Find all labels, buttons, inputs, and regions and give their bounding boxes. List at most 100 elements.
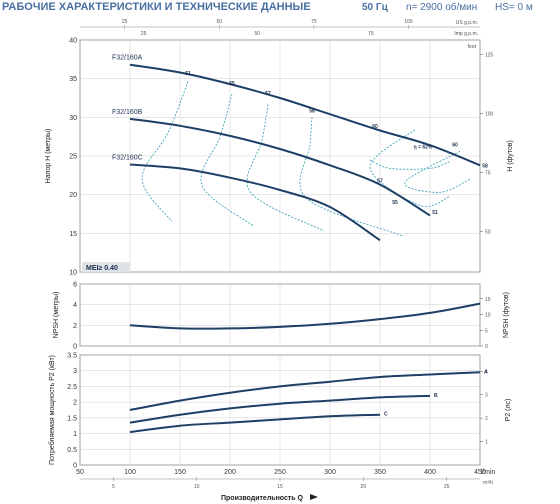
efficiency-curves <box>141 81 471 237</box>
imp-gpm-tick-label: 75 <box>368 31 374 37</box>
efficiency-contour-peak <box>369 159 451 170</box>
power-curve-A <box>129 371 481 411</box>
y-tick-label: 10 <box>69 270 77 277</box>
right-tick-label: 75 <box>485 171 491 177</box>
power-panel: 0 0.5 1 1.5 2 2.5 3 3.5 1 2 3 4 A B C Потребляемая м… <box>48 353 512 470</box>
hs-label: HS= 0 м <box>495 2 533 13</box>
x-tick-label: 350 <box>374 469 386 476</box>
y-tick-label: 3 <box>73 368 77 375</box>
head-y-label: Напор H (метры) <box>45 129 52 184</box>
right-tick-label: 125 <box>485 53 494 59</box>
right-tick-label: 50 <box>485 229 491 235</box>
npsh-y-ticks: 0 2 4 6 <box>73 282 77 351</box>
efficiency-label: 58 <box>309 109 315 115</box>
x-axis-title: Производительность Q <box>221 495 304 502</box>
npsh-right-label: NPSH (футов) <box>503 292 510 338</box>
efficiency-contour-left <box>299 116 403 237</box>
us-gpm-tick-label: 100 <box>404 19 413 25</box>
power-grid <box>79 354 481 466</box>
y-tick-label: 30 <box>69 115 77 122</box>
top-scales: 25 50 75 100 25 50 75 US g.p.m. Imp g.p.m. <box>80 19 480 37</box>
us-gpm-unit: US g.p.m. <box>456 20 478 26</box>
x-tick-label: 200 <box>224 469 236 476</box>
head-series-label: F32/160C <box>112 155 143 162</box>
y-tick-label: 1 <box>73 431 77 438</box>
imp-gpm-ticks: 25 50 75 <box>141 31 374 37</box>
bottom-lmin-ticks: 50 100 150 200 250 300 350 400 450 <box>76 469 486 476</box>
m3h-tick-label: 20 <box>361 484 367 490</box>
y-tick-label: 2 <box>73 323 77 330</box>
y-tick-label: 4 <box>73 302 77 309</box>
head-series-label: F32/160B <box>112 109 143 116</box>
power-series-label: B <box>434 393 438 399</box>
y-tick-label: 6 <box>73 282 77 289</box>
m3h-tick-label: 10 <box>194 484 200 490</box>
efficiency-label: 57 <box>377 178 383 184</box>
head-curves <box>129 63 481 242</box>
imp-gpm-tick-label: 50 <box>255 31 261 37</box>
frequency-label: 50 Гц <box>362 2 389 13</box>
npsh-right-ticks: 0 5 10 15 <box>480 297 491 350</box>
x-tick-label: 50 <box>76 469 84 476</box>
lmin-unit: l/min <box>481 469 496 476</box>
feet-unit: feet <box>468 44 477 50</box>
power-curves <box>129 371 481 433</box>
head-curve-2 <box>129 117 431 217</box>
head-curve-3 <box>129 163 381 242</box>
mei-badge <box>82 262 130 272</box>
efficiency-label: η = 62% <box>414 144 433 150</box>
head-right-label: H (футов) <box>507 140 514 172</box>
right-tick-label: 10 <box>485 313 491 319</box>
x-tick-label: 400 <box>424 469 436 476</box>
right-tick-label: 2 <box>485 416 488 422</box>
power-curve-B <box>129 394 431 424</box>
npsh-curve <box>129 302 481 330</box>
head-grid <box>79 39 481 273</box>
efficiency-contour-left <box>141 81 189 222</box>
power-y-ticks: 0 0.5 1 1.5 2 2.5 3 3.5 <box>67 353 77 470</box>
imp-gpm-unit: Imp g.p.m. <box>454 31 478 37</box>
head-panel: 10 15 20 25 30 35 40 50 75 100 125 feet 51 55 57 58 6… <box>45 38 514 277</box>
speed-label: n= 2900 об/мин <box>406 1 477 13</box>
right-tick-label: 100 <box>485 112 494 118</box>
m3h-tick-label: 5 <box>112 484 115 490</box>
x-tick-label: 150 <box>174 469 186 476</box>
power-right-label: P2 (лс) <box>505 399 512 422</box>
right-tick-label: 0 <box>485 344 488 350</box>
power-series-label: A <box>484 369 488 375</box>
npsh-panel: 0 2 4 6 0 5 10 15 NPSH (метры) NPSH (футов) <box>53 282 510 351</box>
power-curve-C <box>129 413 381 433</box>
right-tick-label: 4 <box>485 369 488 375</box>
y-tick-label: 0 <box>73 344 77 351</box>
npsh-grid <box>79 283 481 347</box>
right-tick-label: 1 <box>485 440 488 446</box>
x-tick-label: 100 <box>124 469 136 476</box>
efficiency-contour-right <box>404 151 471 193</box>
y-tick-label: 40 <box>69 38 77 45</box>
right-tick-label: 5 <box>485 328 488 334</box>
x-axis-arrow <box>310 494 318 500</box>
us-gpm-tick-label: 75 <box>311 19 317 25</box>
y-tick-label: 1.5 <box>67 415 77 422</box>
us-gpm-tick-label: 50 <box>216 19 222 25</box>
y-tick-label: 3.5 <box>67 353 77 360</box>
power-y-label: Потребляемая мощность P2 (кВт) <box>48 355 56 465</box>
y-tick-label: 2 <box>73 400 77 407</box>
efficiency-label: 55 <box>392 200 398 206</box>
efficiency-contour-right <box>369 129 451 207</box>
efficiency-label: 55 <box>229 81 235 87</box>
power-series-label: C <box>384 412 388 418</box>
power-right-ticks: 1 2 3 4 <box>480 369 488 446</box>
y-tick-label: 35 <box>69 76 77 83</box>
us-gpm-ticks: 25 50 75 100 <box>122 19 413 29</box>
y-tick-label: 25 <box>69 154 77 161</box>
npsh-y-label: NPSH (метры) <box>53 292 60 339</box>
imp-gpm-tick-label: 25 <box>141 31 147 37</box>
mei-label: MEI≥ 0.40 <box>86 265 118 272</box>
efficiency-contour-left <box>246 104 325 232</box>
bottom-m3h-ticks: 5 10 15 20 25 <box>112 477 450 490</box>
efficiency-label: 51 <box>432 210 438 216</box>
head-right-ticks: 50 75 100 125 <box>480 53 494 235</box>
y-tick-label: 2.5 <box>67 384 77 391</box>
